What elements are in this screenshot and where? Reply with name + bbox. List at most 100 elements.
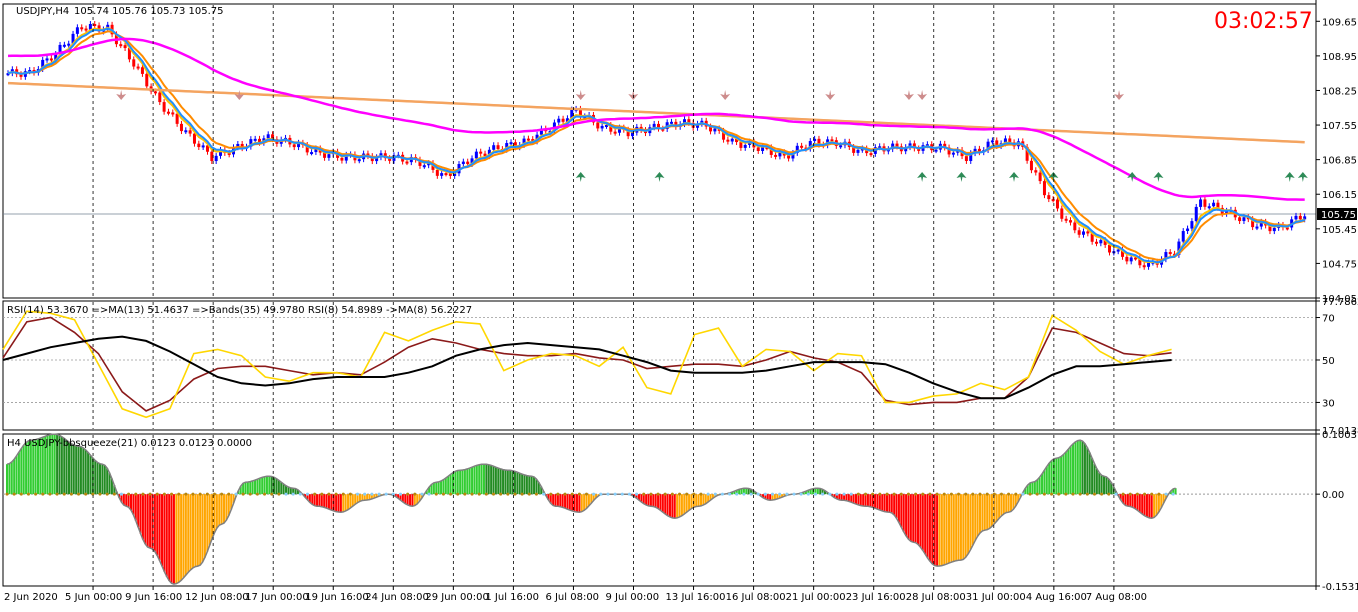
candle-body [205, 145, 209, 152]
squeeze-dot [162, 492, 166, 496]
candle-body [431, 163, 435, 170]
candle-body [630, 132, 634, 137]
candle-body [1238, 217, 1242, 222]
squeeze-dot [549, 492, 553, 496]
squeeze-dot [34, 492, 38, 496]
candle-body [839, 145, 843, 148]
squeeze-dot [1135, 492, 1139, 496]
candle-body [1051, 199, 1055, 202]
squeeze-dot [1071, 492, 1075, 496]
squeeze-dot [520, 492, 524, 496]
sell-arrow-icon [903, 90, 914, 100]
squeeze-dot [26, 492, 30, 496]
squeeze-panel[interactable]: 0.1003 0.00 -0.1531 [2, 430, 1358, 593]
squeeze-dot [341, 492, 345, 496]
squeeze-dot [556, 492, 560, 496]
squeeze-dot [842, 492, 846, 496]
squeeze-dot [1021, 492, 1025, 496]
rsi14-line [2, 316, 1172, 412]
squeeze-dot [241, 492, 245, 496]
squeeze-dot [906, 492, 910, 496]
squeeze-dot [420, 492, 424, 496]
candle-body [227, 152, 231, 155]
squeeze-dot [821, 492, 825, 496]
squeeze-dot [570, 492, 574, 496]
squeeze-dot [291, 492, 295, 496]
candle-body [969, 153, 973, 161]
candle-body [1121, 249, 1125, 257]
squeeze-dot [592, 492, 596, 496]
squeeze-dot [978, 492, 982, 496]
candle-body [1029, 160, 1033, 171]
candle-body [1186, 228, 1190, 232]
candle-body [505, 143, 509, 150]
candle-body [1068, 220, 1072, 223]
squeeze-dot [406, 492, 410, 496]
buy-arrow-icon [917, 172, 928, 182]
candle-body [986, 141, 990, 151]
candle-body [977, 148, 981, 153]
candle-body [297, 142, 301, 148]
squeeze-dot [506, 492, 510, 496]
rsi-tick-label: 50 [1322, 356, 1335, 367]
candle-body [947, 147, 951, 155]
candle-body [878, 146, 882, 149]
sell-arrow-icon [825, 90, 836, 100]
candle-body [761, 147, 765, 151]
candle-body [123, 45, 127, 49]
squeeze-dot [1057, 492, 1061, 496]
candle-body [683, 119, 687, 125]
candle-body [531, 139, 535, 142]
candle-body [565, 118, 569, 122]
squeeze-dot [1171, 492, 1175, 496]
candle-body [466, 161, 470, 165]
price-tick-label: 107.55 [1322, 121, 1357, 132]
candle-body [990, 140, 994, 143]
squeeze-dot [1078, 492, 1082, 496]
squeeze-dot [427, 492, 431, 496]
squeeze-dot [1042, 492, 1046, 496]
candle-body [973, 148, 977, 154]
squeeze-dot [828, 492, 832, 496]
candle-body [1164, 252, 1168, 260]
squeeze-dot [1143, 492, 1147, 496]
squeeze-dot [19, 492, 23, 496]
candle-body [830, 139, 834, 142]
squeeze-dot [320, 492, 324, 496]
squeeze-dot [699, 492, 703, 496]
buy-arrow-icon [1297, 172, 1308, 182]
squeeze-dot [563, 492, 567, 496]
squeeze-dot [878, 492, 882, 496]
candle-body [912, 143, 916, 149]
candle-body [1003, 138, 1007, 144]
squeeze-dot [148, 492, 152, 496]
candle-body [214, 155, 218, 162]
price-tick-label: 109.65 [1322, 17, 1357, 28]
candle-body [1129, 257, 1133, 262]
rsi-panel[interactable]: 77.7862 70 50 30 17.0138 [2, 297, 1358, 437]
squeeze-dot [277, 492, 281, 496]
sell-arrow-icon [720, 90, 731, 100]
squeeze-dot [492, 492, 496, 496]
squeeze-outline-line [6, 433, 1176, 585]
price-panel[interactable]: 109.65 108.95 108.25 107.55 106.85 106.15 105.… [2, 3, 1357, 305]
squeeze-dot [313, 492, 317, 496]
squeeze-dot [98, 492, 102, 496]
squeeze-dot [227, 492, 231, 496]
candle-body [739, 142, 743, 148]
x-tick-label: 24 Jun 08:00 [365, 592, 429, 603]
squeeze-dot [1007, 492, 1011, 496]
candle-body [340, 157, 344, 161]
squeeze-dot [806, 492, 810, 496]
sell-arrow-icon [575, 90, 586, 100]
squeeze-dot [127, 492, 131, 496]
countdown-clock: 03:02:57 [1214, 9, 1313, 34]
x-tick-label: 12 Jun 08:00 [185, 592, 249, 603]
sell-arrow-icon [1114, 90, 1125, 100]
x-tick-label: 1 Jul 16:00 [485, 592, 539, 603]
current-price-tag-text: 105.75 [1321, 210, 1356, 221]
candle-body [513, 142, 517, 148]
squeeze-dot [270, 492, 274, 496]
